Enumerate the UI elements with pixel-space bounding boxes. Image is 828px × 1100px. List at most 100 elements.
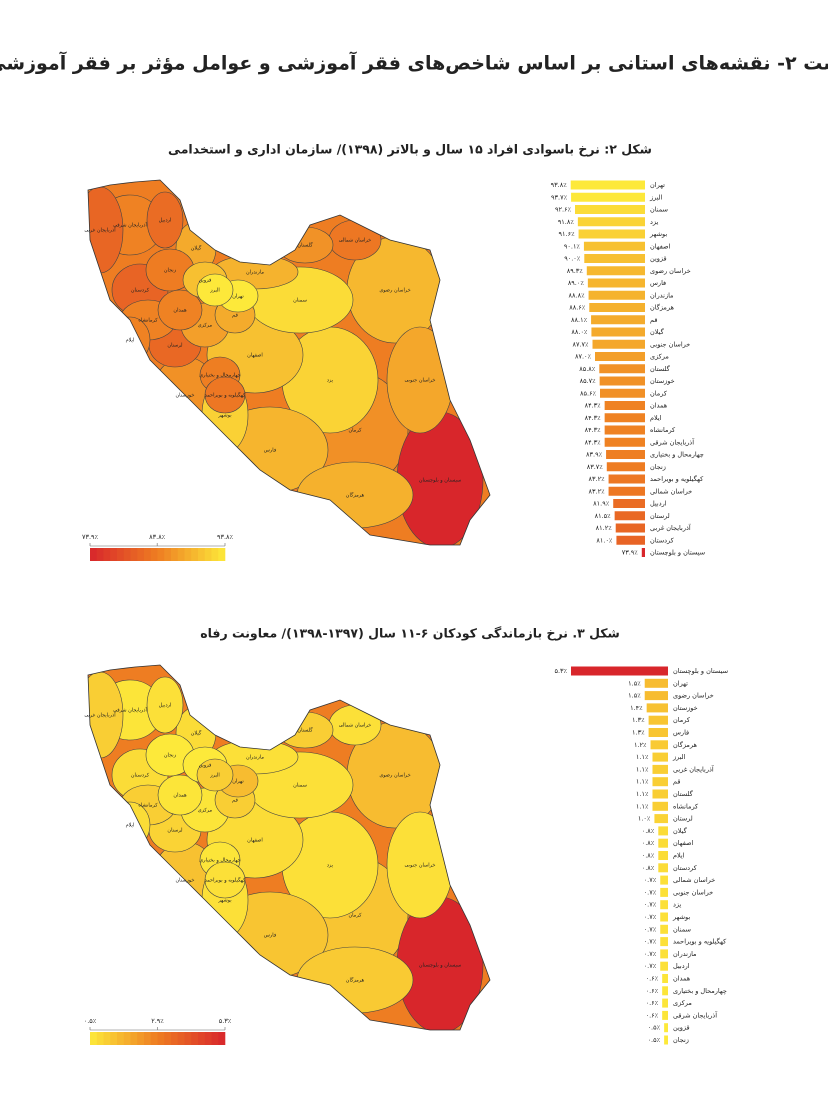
bar-value-label: ۱.۱٪ xyxy=(636,802,649,810)
bar-value-label: ۰.۶٪ xyxy=(646,975,659,983)
province-label: مازندران xyxy=(246,755,264,761)
province xyxy=(196,758,234,792)
bar-value-label: ۸۸.۰٪ xyxy=(571,328,588,336)
province-label: خراسان جنوبی xyxy=(405,863,436,869)
bar xyxy=(644,678,668,688)
bar xyxy=(589,303,645,312)
legend-swatch xyxy=(164,1032,172,1045)
bar xyxy=(571,666,668,676)
province-label: اردبیل xyxy=(159,218,172,224)
bar xyxy=(586,266,645,276)
province xyxy=(146,191,184,249)
province-label: زنجان xyxy=(164,753,177,759)
province-label: فارس xyxy=(264,448,277,454)
bar xyxy=(604,425,645,435)
bar-value-label: ۸۸.۱٪ xyxy=(571,316,588,324)
province-label: سمنان xyxy=(293,783,307,789)
category-label: خراسان جنوبی xyxy=(673,888,713,896)
category-label: سمنان xyxy=(673,925,691,933)
category-label: چهارمحال و بختیاری xyxy=(673,987,727,995)
bar-value-label: ۸۸.۶٪ xyxy=(569,304,586,312)
province-label: تهران xyxy=(232,294,244,300)
legend-swatch xyxy=(164,548,172,561)
bar xyxy=(658,838,668,848)
bar xyxy=(660,875,668,885)
province-label: کرمان xyxy=(348,913,362,919)
bar xyxy=(604,401,645,410)
legend-swatch xyxy=(157,1032,165,1045)
bar xyxy=(641,548,645,557)
legend-swatch xyxy=(137,1032,145,1045)
category-label: قم xyxy=(650,316,657,324)
province-label: فارس xyxy=(264,933,277,939)
bar-value-label: ۹۰.۱٪ xyxy=(564,242,581,250)
bar xyxy=(646,703,668,713)
bar-value-label: ۱.۰٪ xyxy=(638,815,651,823)
category-label: اردبیل xyxy=(673,962,690,970)
bar-value-label: ۸۴.۳٪ xyxy=(585,426,602,434)
bar-value-label: ۹۳.۷٪ xyxy=(551,193,568,201)
bar xyxy=(600,388,645,398)
bar-value-label: ۱.۳٪ xyxy=(632,729,645,737)
bar xyxy=(591,315,645,325)
bar-value-label: ۰.۷٪ xyxy=(644,938,657,946)
category-label: سیستان و بلوچستان xyxy=(650,549,705,557)
legend-swatch xyxy=(137,548,145,561)
legend-swatch xyxy=(150,1032,158,1045)
bar xyxy=(570,180,645,190)
province-label: سیستان و بلوچستان xyxy=(419,478,461,484)
legend-swatch xyxy=(96,1032,104,1045)
province-label: سمنان xyxy=(293,298,307,304)
bar xyxy=(583,241,645,251)
bar xyxy=(571,192,645,202)
bar-value-label: ۸۵.۷٪ xyxy=(580,377,597,385)
category-label: کرمانشاه xyxy=(650,426,676,434)
bar-value-label: ۸۸.۸٪ xyxy=(569,291,586,299)
bar-value-label: ۱.۱٪ xyxy=(636,778,649,786)
bar-value-label: ۸۱.۵٪ xyxy=(595,512,612,520)
bar-value-label: ۱.۱٪ xyxy=(636,765,649,773)
bar xyxy=(644,691,668,701)
province-label: قم xyxy=(232,798,238,804)
bar-value-label: ۰.۷٪ xyxy=(644,962,657,970)
bar xyxy=(648,715,668,725)
legend-tick-label: ۹۳.۸٪ xyxy=(217,533,234,541)
bar-value-label: ۰.۶٪ xyxy=(646,1011,659,1019)
legend-swatch xyxy=(211,548,219,561)
legend-swatch xyxy=(130,548,138,561)
bar-value-label: ۵.۳٪ xyxy=(554,667,567,675)
category-label: کرمان xyxy=(650,389,668,397)
bar-value-label: ۸۳.۹٪ xyxy=(586,451,603,459)
bar-value-label: ۸۹.۳٪ xyxy=(567,267,584,275)
category-label: همدان xyxy=(650,402,668,410)
bar xyxy=(599,364,645,374)
legend-swatch xyxy=(184,548,192,561)
category-label: هرمزگان xyxy=(650,304,675,312)
category-label: البرز xyxy=(649,193,663,201)
category-label: گیلان xyxy=(673,827,688,835)
legend-swatch xyxy=(96,548,104,561)
category-label: اصفهان xyxy=(650,242,671,250)
province-label: آذربایجان غربی xyxy=(84,712,116,719)
province-label: کرمان xyxy=(348,428,362,434)
province-label: گیلان xyxy=(191,730,202,737)
province-label: کردستان xyxy=(131,773,150,779)
category-label: بوشهر xyxy=(649,230,667,238)
province xyxy=(204,861,246,899)
province-label: مرکزی xyxy=(198,323,213,329)
bar xyxy=(599,376,645,386)
bar-value-label: ۰.۵٪ xyxy=(648,1024,661,1032)
category-label: کردستان xyxy=(673,864,698,872)
category-label: کرمان xyxy=(673,716,691,724)
category-label: مرکزی xyxy=(673,999,692,1007)
bar xyxy=(595,352,645,361)
map xyxy=(88,180,490,545)
legend-swatch xyxy=(171,1032,179,1045)
bar xyxy=(608,486,645,496)
province-label: چهارمحال و بختیاری xyxy=(199,858,240,864)
category-label: خراسان شمالی xyxy=(650,487,692,495)
province-label: هرمزگان xyxy=(346,492,365,499)
category-label: گلستان xyxy=(650,365,671,373)
legend-swatch xyxy=(103,1032,111,1045)
category-label: خراسان شمالی xyxy=(673,876,715,884)
